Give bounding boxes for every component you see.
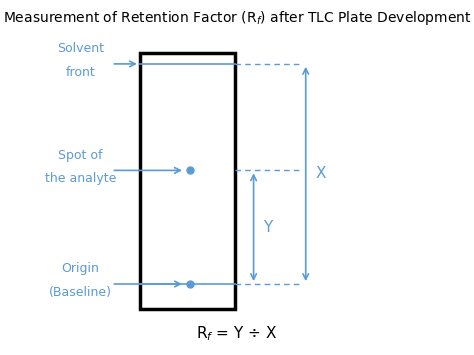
Text: Origin: Origin	[62, 262, 100, 275]
Text: R$_f$ = Y ÷ X: R$_f$ = Y ÷ X	[196, 324, 278, 343]
Text: X: X	[315, 166, 326, 181]
Text: Measurement of Retention Factor (R$_f$) after TLC Plate Development: Measurement of Retention Factor (R$_f$) …	[3, 9, 471, 27]
Text: front: front	[66, 66, 95, 79]
Bar	[140, 53, 235, 309]
Text: Spot of: Spot of	[58, 148, 103, 162]
Text: Y: Y	[263, 220, 273, 235]
Text: the analyte: the analyte	[45, 172, 116, 185]
Text: (Baseline): (Baseline)	[49, 286, 112, 299]
Text: Solvent: Solvent	[57, 42, 104, 55]
